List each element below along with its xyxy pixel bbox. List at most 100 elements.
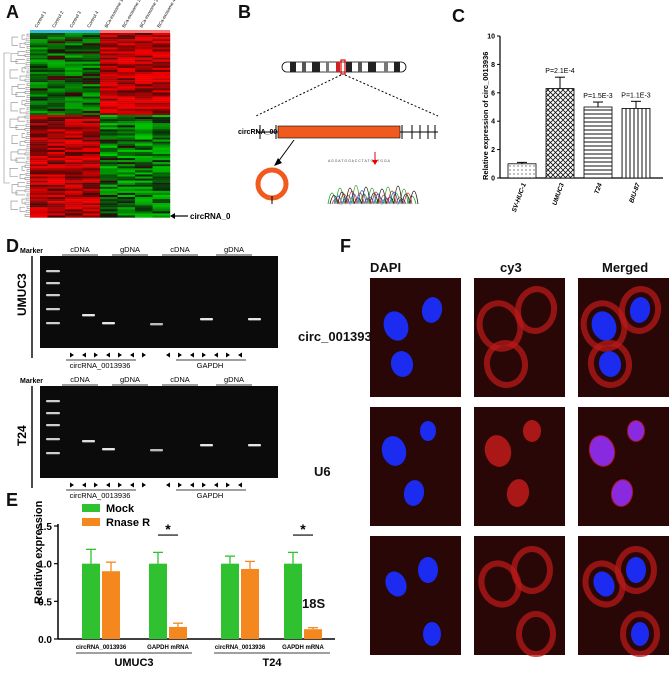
panel-c-chart: Relative expression of circ_0013936 0 2 4 6… [481,34,663,213]
panel-c-category-label: UMUC3 [551,182,566,206]
panel-label-c: C [452,6,465,26]
panel-c: Relative expression of circ_0013936 0 2 4 6… [448,20,669,232]
column-header-merged: Merged [602,260,649,275]
panel-e-ytick: 0.0 [38,635,52,646]
panel-label-e: E [6,490,19,510]
panel-e-category-label: GAPDH mRNA [282,645,324,651]
panel-e-bar [304,629,322,639]
panel-e-ytick: 1.5 [38,522,52,533]
heatmap-svg: Control 1 Control 2 Control 3 Control 4 BCa-… [3,0,258,221]
legend-label: Rnase R [106,517,150,529]
gel-lane-group-label: cDNA [170,375,190,384]
panel-c-category-label: T24 [593,182,604,195]
panel-e-bar [82,563,100,639]
gel-gene-label: circRNA_0013936 [70,361,131,370]
gel-gene-label: GAPDH [197,361,224,370]
panel-e-ylabel: Relative expression [33,500,45,604]
panel-c-bar [583,106,613,179]
schematic-svg: circRNA_0013936 A G G A T G G A C C T A … [238,59,439,208]
chromosome-ideogram [281,59,407,75]
circrna-circle-icon [255,167,289,201]
column-header-dapi: DAPI [370,260,402,275]
heatmap-arrow-label: circRNA_0013936 [190,212,230,221]
micrograph-r2-c1 [474,536,565,657]
panel-e-ytick: 1.0 [38,560,52,571]
panel-c-pvalue: P=2.1E-4 [545,68,574,75]
gel-cell-line-label: T24 [15,425,29,446]
exon-block [277,125,401,139]
micrograph-r2-c2 [578,536,669,657]
panel-c-pvalue: P=1.1E-3 [621,92,650,99]
panel-e-bar [169,626,187,639]
gel-lane-group-label: cDNA [70,375,90,384]
panel-label-d: D [6,236,19,256]
gel-gene-label: GAPDH [197,491,224,500]
panel-c-bar [621,108,651,179]
panel-c-bar [507,163,537,179]
gel-image [40,386,278,478]
panel-label-b: B [238,2,251,22]
row-label-circ: circ_0013936 [298,329,379,344]
panel-e-group-label: T24 [263,657,283,669]
panel-e-significance: * [300,521,306,537]
panel-c-ytick: 6 [491,90,495,97]
micrograph-r0-c0 [370,278,461,397]
panel-label-f: F [340,236,351,256]
panel-label-a: A [6,2,19,22]
panel-e-bar [284,563,302,639]
heatmap-sample-label: BCa-exosome 4 [156,0,177,29]
panel-d: Marker cDNA gDNA cDNA gDNA UMUC3 circRNA_00139… [0,238,290,508]
panel-b: circRNA_0013936 A G G A T G G A C C T A … [238,22,448,222]
panel-e-category-label: circRNA_0013936 [215,645,266,651]
svg-text:A G G A T G G A C C T A T G T: A G G A T G G A C C T A T G T T G G A [328,159,390,163]
heatmap-sample-label: Control 1 [34,10,48,29]
panel-e-bar [102,571,120,639]
panel-e: Relative expression 0.0 0.5 1.0 1.5 circRNA… [0,496,340,673]
heatmap-sample-label: Control 2 [51,10,65,29]
panel-c-bar [545,88,575,179]
micrograph-r1-c1 [474,407,565,526]
panel-e-significance: * [165,521,171,537]
panel-e-ytick: 0.5 [38,597,52,608]
panel-c-ytick: 4 [491,119,495,126]
gel-gene-label: circRNA_0013936 [70,491,131,500]
gel-marker-label: Marker [20,248,43,255]
micrograph-r0-c2 [578,278,669,397]
heatmap-sample-label: Control 3 [69,10,83,29]
gel-marker-label: Marker [20,378,43,385]
panel-e-group-label: UMUC3 [114,657,153,669]
panel-e-bar [149,563,167,639]
micrograph-grid [370,278,669,657]
panel-c-ylabel: Relative expression of circ_0013936 [481,52,490,180]
panel-e-category-label: circRNA_0013936 [76,645,127,651]
micrograph-r2-c0 [370,536,461,655]
panel-d-gels: Marker cDNA gDNA cDNA gDNA UMUC3 circRNA_00139… [15,245,278,500]
gel-cell-line-label: UMUC3 [15,273,29,316]
panel-c-ytick: 8 [491,62,495,69]
panel-c-ytick: 2 [491,147,495,154]
column-header-cy3: cy3 [500,260,522,275]
micrograph-r0-c1 [474,278,565,397]
gel-lane-group-label: gDNA [224,245,244,254]
panel-f: DAPI cy3 Merged circ_0013936 U6 18S [298,238,669,673]
panel-e-bar [241,568,259,639]
micrograph-r1-c0 [370,407,461,526]
panel-a: Control 1 Control 2 Control 3 Control 4 BCa-… [0,0,258,232]
row-label-u6: U6 [314,464,331,479]
row-label-18s: 18S [302,596,326,611]
gel-lane-group-label: gDNA [120,375,140,384]
panel-c-category-label: SV-HUC-1 [511,182,528,213]
panel-e-chart: Relative expression 0.0 0.5 1.0 1.5 circRNA… [33,500,335,669]
panel-e-category-label: GAPDH mRNA [147,645,189,651]
panel-c-category-label: BIU-87 [628,182,642,204]
sanger-chromatogram: A G G A T G G A C C T A T G T T G G A [326,152,422,208]
gel-lane-group-label: cDNA [170,245,190,254]
heatmap-sample-label: Control 4 [86,10,100,29]
panel-c-ytick: 0 [491,176,495,183]
legend-label: Mock [106,503,135,515]
legend-swatch [82,518,100,526]
panel-e-bar [221,563,239,639]
gel-lane-group-label: gDNA [224,375,244,384]
panel-c-pvalue: P=1.5E-3 [583,93,612,100]
micrograph-r1-c2 [578,407,669,526]
